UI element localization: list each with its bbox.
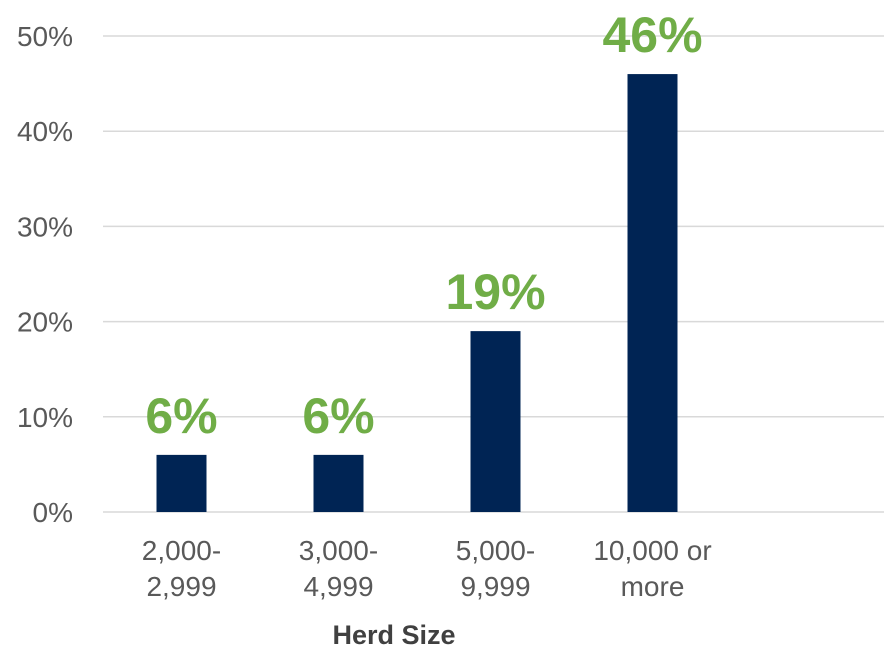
bars xyxy=(156,74,678,512)
data-label: 19% xyxy=(445,264,545,320)
gridlines xyxy=(103,35,884,513)
y-tick-label: 30% xyxy=(17,211,73,242)
y-tick-label: 20% xyxy=(17,307,73,338)
data-label: 46% xyxy=(602,7,702,63)
data-label: 6% xyxy=(145,388,217,444)
x-category-label: 5,000-9,999 xyxy=(456,535,535,602)
data-label: 6% xyxy=(302,388,374,444)
bar xyxy=(470,331,521,512)
bar xyxy=(313,454,364,512)
data-labels: 6% 6% 19% 46% xyxy=(145,7,702,444)
x-category-label: 10,000 or more xyxy=(593,535,711,602)
y-tick-label: 10% xyxy=(17,402,73,433)
y-tick-label: 0% xyxy=(33,497,73,528)
x-category-label: 2,000-2,999 xyxy=(142,535,221,602)
x-axis-category-labels: 2,000-2,999 3,000-4,999 5,000-9,999 10,000 … xyxy=(142,535,712,602)
bar xyxy=(156,454,207,512)
bar xyxy=(627,74,678,512)
x-category-label: 3,000-4,999 xyxy=(299,535,378,602)
x-axis-title: Herd Size xyxy=(332,620,455,650)
y-tick-label: 40% xyxy=(17,116,73,147)
y-tick-label: 50% xyxy=(17,21,73,52)
y-axis-tick-labels: 0% 10% 20% 30% 40% 50% xyxy=(17,21,73,528)
